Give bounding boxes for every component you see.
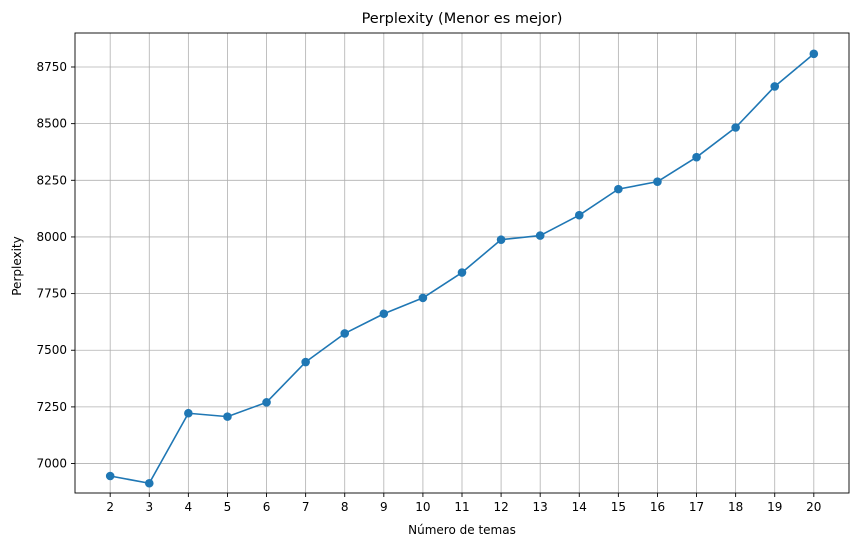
y-tick-label: 8000 [36, 230, 67, 244]
y-tick-label: 7000 [36, 457, 67, 471]
chart-title: Perplexity (Menor es mejor) [362, 11, 563, 27]
data-point [262, 398, 271, 407]
y-tick-label: 8250 [36, 173, 67, 187]
y-tick-label: 8500 [36, 117, 67, 131]
data-point [457, 268, 467, 277]
x-tick-label: 7 [302, 500, 310, 514]
y-tick-label: 7250 [36, 400, 67, 414]
data-point [535, 231, 545, 240]
y-axis-label: Perplexity [10, 236, 24, 296]
data-point [184, 408, 193, 418]
data-point [496, 235, 506, 244]
x-tick-label: 8 [341, 500, 349, 514]
axes: 2 3 4 5 6 7 8 9 10 11 12 13 14 15 16 17 18 19 20 7000 7250 75… [36, 32, 850, 514]
x-tick-label: 10 [415, 500, 430, 514]
data-point [301, 357, 310, 367]
x-tick-label: 2 [106, 500, 114, 514]
data-point [653, 177, 662, 186]
x-tick-label: 5 [224, 500, 232, 514]
grid [75, 33, 849, 493]
data-point [809, 49, 819, 59]
x-tick-label: 11 [454, 500, 469, 514]
x-tick-label: 20 [806, 500, 821, 514]
data-point [574, 210, 584, 220]
x-tick-label: 19 [767, 500, 782, 514]
x-tick-label: 13 [533, 500, 548, 514]
plot-area [105, 49, 819, 488]
y-tick-label: 8750 [36, 60, 67, 74]
data-point [223, 412, 232, 421]
x-tick-label: 18 [728, 500, 743, 514]
x-tick-label: 15 [611, 500, 626, 514]
data-point [105, 471, 115, 481]
x-tick-label: 4 [185, 500, 193, 514]
data-point [379, 309, 389, 319]
data-point [692, 152, 701, 162]
data-point [418, 293, 428, 303]
data-point [340, 329, 350, 338]
x-tick-label: 14 [572, 500, 587, 514]
data-point [770, 82, 780, 91]
data-point [144, 478, 154, 488]
x-tick-label: 16 [650, 500, 665, 514]
y-tick-label: 7750 [36, 287, 67, 301]
y-tick-label: 7500 [36, 343, 67, 357]
x-tick-label: 17 [689, 500, 704, 514]
data-point [614, 184, 623, 194]
x-tick-label: 9 [380, 500, 388, 514]
data-point [731, 123, 740, 132]
x-tick-label: 3 [145, 500, 153, 514]
x-tick-label: 6 [263, 500, 271, 514]
x-axis-label: Número de temas [408, 523, 516, 537]
x-tick-label: 12 [493, 500, 508, 514]
